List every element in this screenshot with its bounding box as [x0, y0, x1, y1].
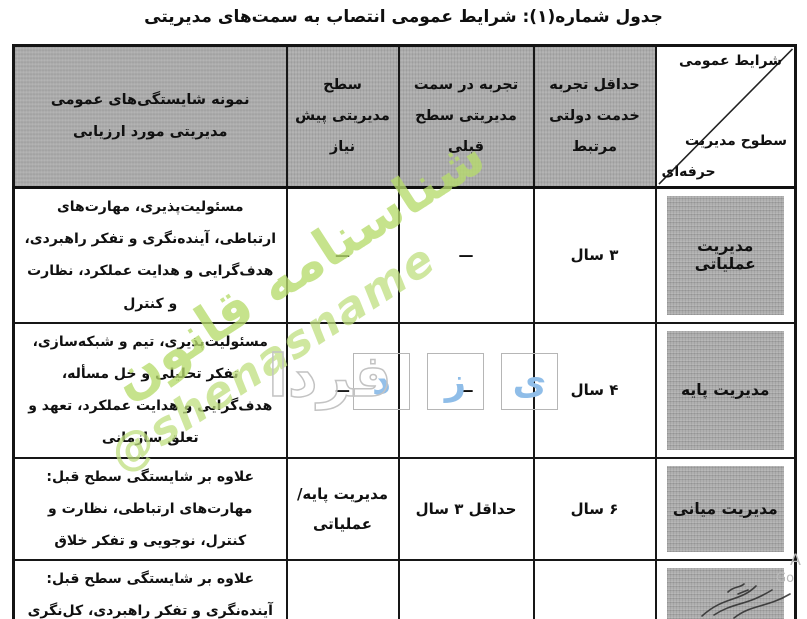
row-level-label: مدیریت میانی [666, 465, 784, 553]
cell-previous-position: حداقل ۴ سال [397, 559, 535, 619]
corner-label-general-conditions: شرایط عمومی [679, 53, 782, 69]
cell-previous-position: — [397, 321, 535, 459]
cell-experience: ۱۰سال [532, 559, 657, 619]
table-row-operational: مدیریت عملیاتی ۳ سال — — مسئولیت‌پذیری، … [12, 186, 797, 324]
level-cell: مدیریت میانی [654, 456, 797, 562]
cell-competencies: علاوه بر شایستگی سطح قبل: آینده‌نگری و ت… [12, 559, 288, 619]
cell-competencies: مسئولیت‌پذیری، تیم و شبکه‌سازی، تفکر تحل… [12, 321, 288, 459]
table-row-middle: مدیریت میانی ۶ سال حداقل ۳ سال مدیریت پا… [12, 456, 797, 562]
margin-mark-go: Go [776, 571, 795, 586]
header-row: شرایط عمومی سطوح مدیریت حرفه‌ای حداقل تج… [12, 44, 797, 189]
cell-prerequisite-level: — [285, 321, 400, 459]
margin-mark-a: A [790, 550, 801, 569]
col-header-previous-position: تجربه در سمت مدیریتی سطح قبلی [397, 44, 535, 189]
col-header-competencies: نمونه شایستگی‌های عمومی مدیریتی مورد ارز… [12, 44, 288, 189]
cell-competencies: علاوه بر شایستگی سطح قبل: مهارت‌های ارتب… [12, 456, 288, 562]
cell-previous-position: حداقل ۳ سال [397, 456, 535, 562]
row-level-label: مدیریت عملیاتی [666, 196, 784, 315]
cell-prerequisite-level: — [285, 186, 400, 324]
row-level-label: مدیریت پایه [666, 330, 784, 450]
cell-experience: ۴ سال [532, 321, 657, 459]
level-cell: مدیریت پایه [654, 321, 797, 459]
table-row-senior: مدیریت ارشد ۱۰سال حداقل ۴ سال مدیریت میا… [12, 559, 797, 619]
conditions-table: شرایط عمومی سطوح مدیریت حرفه‌ای حداقل تج… [12, 44, 797, 619]
col-header-prerequisite-level: سطح مدیریتی پیش نیاز [285, 44, 400, 189]
corner-label-management-levels-line2: حرفه‌ای [661, 164, 716, 180]
cell-prerequisite-level: مدیریت پایه/عملیاتی [285, 456, 400, 562]
cell-experience: ۶ سال [532, 456, 657, 562]
cell-competencies: مسئولیت‌پذیری، مهارت‌های ارتباطی، آینده‌… [12, 186, 288, 324]
pen-scribble [701, 583, 791, 619]
corner-header-cell: شرایط عمومی سطوح مدیریت حرفه‌ای [654, 44, 797, 189]
cell-prerequisite-level: مدیریت میانی [285, 559, 400, 619]
level-cell: مدیریت عملیاتی [654, 186, 797, 324]
cell-previous-position: — [397, 186, 535, 324]
table-row-basic: مدیریت پایه ۴ سال — — مسئولیت‌پذیری، تیم… [12, 321, 797, 459]
cell-experience: ۳ سال [532, 186, 657, 324]
diagonal-divider-line [657, 48, 793, 185]
col-header-experience: حداقل تجربه خدمت دولتی مرتبط [532, 44, 657, 189]
page-title: جدول شماره(۱): شرایط عمومی انتصاب به سمت… [144, 7, 663, 27]
corner-label-management-levels-line1: سطوح مدیریت [685, 133, 787, 149]
